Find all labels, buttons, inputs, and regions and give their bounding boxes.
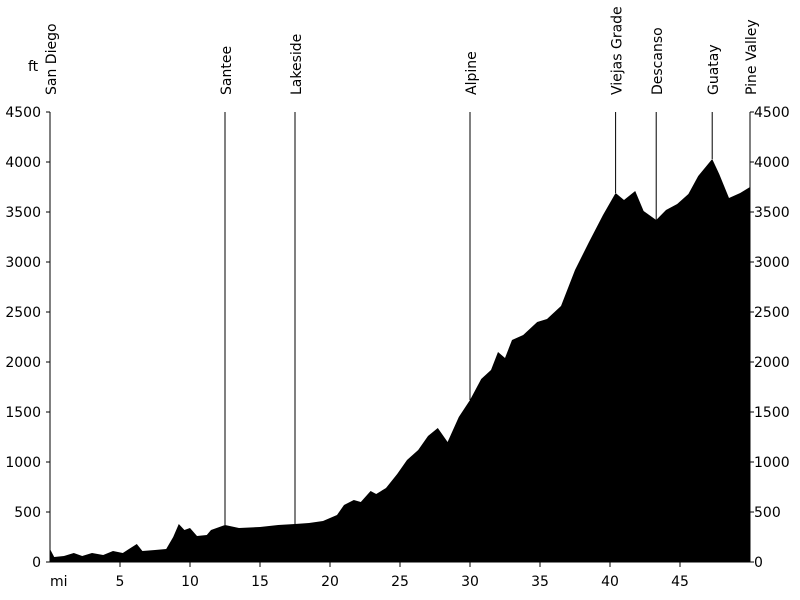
- y-tick-label-right-4: 2000: [754, 355, 790, 371]
- x-tick-label-7: 40: [601, 574, 619, 590]
- x-tick-label-0: 5: [116, 574, 125, 590]
- landmark-label-0: San Diego: [44, 23, 60, 95]
- landmark-label-2: Lakeside: [289, 34, 305, 95]
- y-tick-label-left-0: 0: [32, 555, 41, 571]
- x-tick-label-3: 20: [321, 574, 339, 590]
- elevation-area: [50, 159, 750, 562]
- landmark-label-7: Pine Valley: [744, 19, 760, 95]
- landmark-label-4: Viejas Grade: [610, 6, 626, 95]
- y-tick-label-left-9: 4500: [5, 105, 41, 121]
- y-tick-label-right-8: 4000: [754, 155, 790, 171]
- landmark-label-5: Descanso: [650, 27, 666, 95]
- x-tick-label-5: 30: [461, 574, 479, 590]
- y-tick-label-left-6: 3000: [5, 255, 41, 271]
- y-tick-label-left-3: 1500: [5, 405, 41, 421]
- y-tick-label-right-2: 1000: [754, 455, 790, 471]
- y-tick-label-right-3: 1500: [754, 405, 790, 421]
- y-tick-label-right-5: 2500: [754, 305, 790, 321]
- y-axis-unit-label: ft: [28, 59, 39, 75]
- landmark-label-6: Guatay: [706, 44, 722, 95]
- y-tick-label-right-7: 3500: [754, 205, 790, 221]
- y-tick-label-right-6: 3000: [754, 255, 790, 271]
- y-tick-label-left-7: 3500: [5, 205, 41, 221]
- landmark-layer: San Diego Santee Lakeside Alpine Viejas Grad…: [44, 6, 760, 549]
- landmark-label-1: Santee: [219, 46, 235, 95]
- y-tick-label-left-5: 2500: [5, 305, 41, 321]
- x-tick-label-1: 10: [181, 574, 199, 590]
- x-tick-label-4: 25: [391, 574, 409, 590]
- y-tick-label-left-1: 500: [14, 505, 41, 521]
- x-axis-unit-label: mi: [50, 574, 68, 590]
- y-tick-label-left-8: 4000: [5, 155, 41, 171]
- landmark-label-3: Alpine: [464, 51, 480, 95]
- x-tick-label-2: 15: [251, 574, 269, 590]
- y-tick-label-right-9: 4500: [754, 105, 790, 121]
- x-tick-label-6: 35: [531, 574, 549, 590]
- x-tick-label-8: 45: [671, 574, 689, 590]
- elevation-area-layer: [50, 159, 750, 562]
- axis-layer: ft mi 0 0 500 500 1000 1000 1500 1500 2000 2000 25…: [5, 59, 789, 590]
- y-tick-label-left-4: 2000: [5, 355, 41, 371]
- y-tick-label-right-1: 500: [754, 505, 781, 521]
- y-tick-label-left-2: 1000: [5, 455, 41, 471]
- y-tick-label-right-0: 0: [754, 555, 763, 571]
